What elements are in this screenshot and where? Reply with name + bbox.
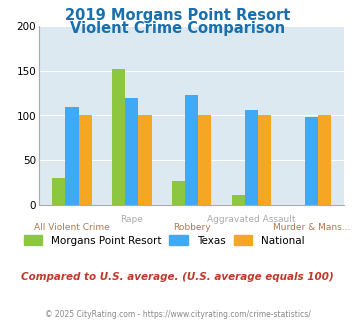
Bar: [198, 115, 212, 205]
Bar: [305, 117, 318, 205]
Bar: [112, 69, 125, 205]
Text: Murder & Mans...: Murder & Mans...: [273, 223, 350, 232]
Text: All Violent Crime: All Violent Crime: [34, 223, 110, 232]
Text: Rape: Rape: [120, 214, 143, 223]
Bar: [125, 98, 138, 205]
Bar: [78, 115, 92, 205]
Bar: [138, 115, 152, 205]
Text: Compared to U.S. average. (U.S. average equals 100): Compared to U.S. average. (U.S. average …: [21, 272, 334, 282]
Text: Violent Crime Comparison: Violent Crime Comparison: [70, 21, 285, 36]
Bar: [185, 95, 198, 205]
Text: Aggravated Assault: Aggravated Assault: [207, 214, 296, 223]
Bar: [232, 195, 245, 205]
Bar: [52, 178, 65, 205]
Text: © 2025 CityRating.com - https://www.cityrating.com/crime-statistics/: © 2025 CityRating.com - https://www.city…: [45, 310, 310, 319]
Bar: [172, 181, 185, 205]
Bar: [245, 110, 258, 205]
Bar: [318, 115, 331, 205]
Legend: Morgans Point Resort, Texas, National: Morgans Point Resort, Texas, National: [20, 231, 308, 250]
Bar: [258, 115, 271, 205]
Bar: [65, 107, 78, 205]
Text: Robbery: Robbery: [173, 223, 211, 232]
Text: 2019 Morgans Point Resort: 2019 Morgans Point Resort: [65, 8, 290, 23]
